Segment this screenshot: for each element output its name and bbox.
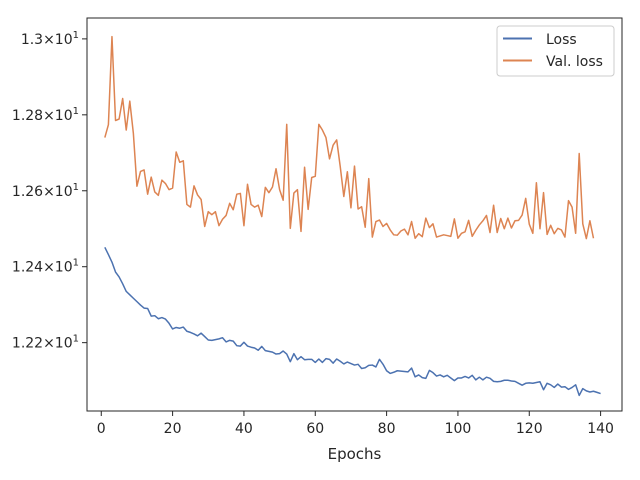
series-line-0 bbox=[104, 247, 601, 397]
series-layer bbox=[104, 35, 601, 397]
legend-label-loss: Loss bbox=[546, 32, 577, 48]
x-axis: 0 20 40 60 80 100 120 140 bbox=[97, 411, 614, 437]
x-tick-label: 80 bbox=[378, 421, 396, 437]
x-tick-label: 140 bbox=[587, 421, 614, 437]
legend-label-val-loss: Val. loss bbox=[546, 54, 603, 70]
y-tick-label: 1.28×101 bbox=[12, 106, 79, 124]
y-tick-label: 1.22×101 bbox=[12, 334, 79, 352]
y-axis: 1.22×101 1.24×101 1.26×101 1.28×101 1.3×101 bbox=[12, 30, 87, 352]
x-axis-label: Epochs bbox=[328, 445, 382, 463]
x-tick-label: 120 bbox=[516, 421, 543, 437]
x-tick-label: 60 bbox=[306, 421, 324, 437]
series-line-1 bbox=[104, 35, 595, 240]
x-tick-label: 20 bbox=[164, 421, 182, 437]
y-tick-label: 1.24×101 bbox=[12, 258, 79, 276]
plot-frame bbox=[86, 17, 623, 412]
legend: Loss Val. loss bbox=[496, 25, 615, 77]
y-tick-label: 1.3×101 bbox=[21, 30, 79, 48]
y-tick-label: 1.26×101 bbox=[12, 182, 79, 200]
x-tick-label: 0 bbox=[97, 421, 106, 437]
x-tick-label: 100 bbox=[445, 421, 472, 437]
x-tick-label: 40 bbox=[235, 421, 253, 437]
